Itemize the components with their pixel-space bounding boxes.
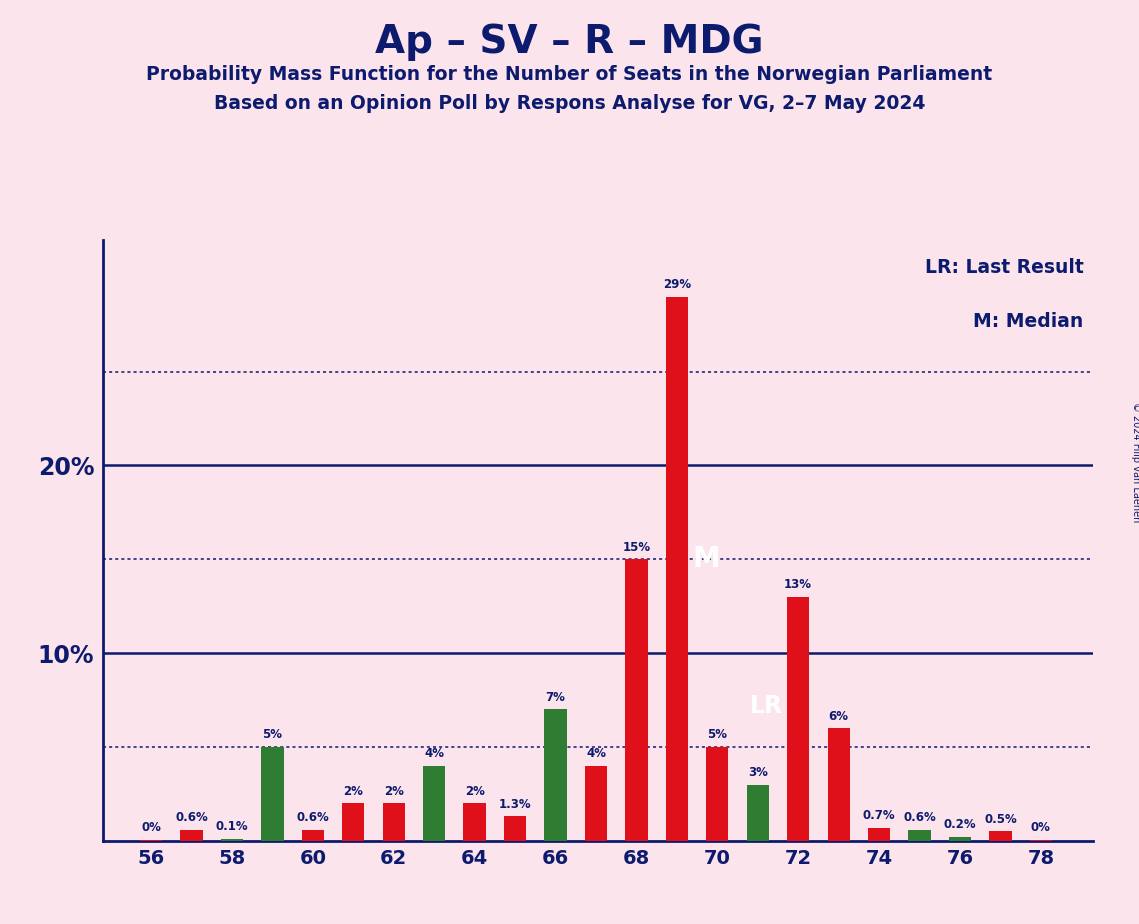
Text: © 2024 Filip van Laenen: © 2024 Filip van Laenen xyxy=(1131,402,1139,522)
Bar xyxy=(302,830,323,841)
Text: 2%: 2% xyxy=(384,784,403,797)
Text: 13%: 13% xyxy=(784,578,812,591)
Bar xyxy=(342,803,364,841)
Bar xyxy=(706,747,729,841)
Text: 3%: 3% xyxy=(748,766,768,779)
Bar xyxy=(464,803,485,841)
Bar xyxy=(544,710,566,841)
Bar xyxy=(383,803,404,841)
Text: Probability Mass Function for the Number of Seats in the Norwegian Parliament: Probability Mass Function for the Number… xyxy=(147,65,992,84)
Text: 0.2%: 0.2% xyxy=(943,819,976,832)
Bar xyxy=(1030,840,1052,841)
Text: 15%: 15% xyxy=(622,541,650,553)
Bar xyxy=(949,837,972,841)
Text: 29%: 29% xyxy=(663,278,691,291)
Text: 0.6%: 0.6% xyxy=(903,811,936,824)
Text: 5%: 5% xyxy=(707,728,728,741)
Bar xyxy=(423,766,445,841)
Bar xyxy=(261,747,284,841)
Text: 4%: 4% xyxy=(585,748,606,760)
Bar xyxy=(909,830,931,841)
Bar xyxy=(747,784,769,841)
Text: LR: Last Result: LR: Last Result xyxy=(925,259,1083,277)
Bar xyxy=(828,728,850,841)
Bar xyxy=(868,828,891,841)
Bar xyxy=(180,830,203,841)
Text: 0.6%: 0.6% xyxy=(175,811,207,824)
Bar xyxy=(665,297,688,841)
Text: 0.5%: 0.5% xyxy=(984,813,1017,826)
Text: 2%: 2% xyxy=(343,784,363,797)
Bar xyxy=(787,597,810,841)
Text: 0%: 0% xyxy=(141,821,161,834)
Text: 2%: 2% xyxy=(465,784,484,797)
Text: 0.1%: 0.1% xyxy=(215,821,248,833)
Text: M: Median: M: Median xyxy=(974,312,1083,332)
Text: Ap – SV – R – MDG: Ap – SV – R – MDG xyxy=(375,23,764,61)
Text: 1.3%: 1.3% xyxy=(499,797,532,811)
Text: 0.6%: 0.6% xyxy=(296,811,329,824)
Text: 6%: 6% xyxy=(829,710,849,723)
Bar xyxy=(221,839,243,841)
Bar xyxy=(140,840,162,841)
Text: 0%: 0% xyxy=(1031,821,1051,834)
Text: M: M xyxy=(693,545,720,573)
Bar xyxy=(625,559,648,841)
Text: Based on an Opinion Poll by Respons Analyse for VG, 2–7 May 2024: Based on an Opinion Poll by Respons Anal… xyxy=(214,94,925,114)
Text: 4%: 4% xyxy=(424,748,444,760)
Text: LR: LR xyxy=(749,694,782,718)
Text: 7%: 7% xyxy=(546,691,565,704)
Text: 0.7%: 0.7% xyxy=(862,809,895,822)
Bar xyxy=(584,766,607,841)
Bar xyxy=(503,817,526,841)
Bar xyxy=(990,832,1011,841)
Text: 5%: 5% xyxy=(262,728,282,741)
